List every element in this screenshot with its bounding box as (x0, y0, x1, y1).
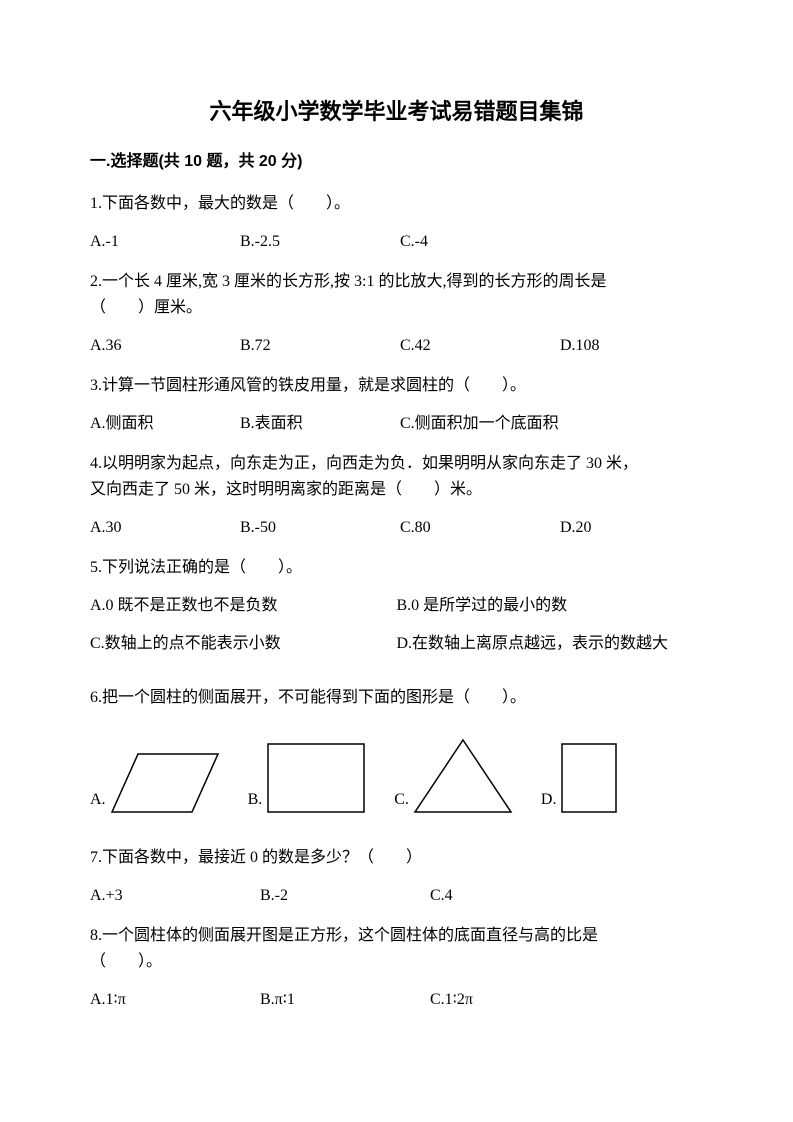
q7-opt-a: A.+3 (90, 884, 260, 908)
q2-opt-c: C.42 (400, 334, 560, 358)
q6-opt-b-label: B. (248, 788, 263, 814)
question-8: 8.一个圆柱体的侧面展开图是正方形，这个圆柱体的底面直径与高的比是 （ ）。 A… (90, 924, 703, 1012)
q5-opt-c: C.数轴上的点不能表示小数 (90, 632, 397, 656)
q1-options: A.-1 B.-2.5 C.-4 (90, 230, 703, 254)
q1-opt-a: A.-1 (90, 230, 240, 254)
q7-text: 7.下面各数中，最接近 0 的数是多少？（ ） (90, 846, 703, 870)
question-3: 3.计算一节圆柱形通风管的铁皮用量，就是求圆柱的（ ）。 A.侧面积 B.表面积… (90, 374, 703, 436)
q7-opt-b: B.-2 (260, 884, 430, 908)
q2-line2: （ ）厘米。 (90, 296, 703, 320)
q6-opt-a-label: A. (90, 788, 106, 814)
q3-opt-b: B.表面积 (240, 412, 400, 436)
q3-opt-a: A.侧面积 (90, 412, 240, 436)
q2-opt-a: A.36 (90, 334, 240, 358)
q3-text: 3.计算一节圆柱形通风管的铁皮用量，就是求圆柱的（ ）。 (90, 374, 703, 398)
question-4: 4.以明明家为起点，向东走为正，向西走为负．如果明明从家向东走了 30 米， 又… (90, 452, 703, 540)
q5-opt-b: B.0 是所学过的最小的数 (397, 594, 704, 618)
parallelogram-icon (110, 752, 220, 814)
q4-opt-c: C.80 (400, 516, 560, 540)
q5-text: 5.下列说法正确的是（ ）。 (90, 556, 703, 580)
q7-opt-c: C.4 (430, 884, 453, 908)
section-header: 一.选择题(共 10 题，共 20 分) (90, 150, 703, 174)
q6-shapes: A. B. C. D. (90, 738, 703, 814)
q5-opt-d: D.在数轴上离原点越远，表示的数越大 (397, 632, 704, 656)
q4-opt-d: D.20 (560, 516, 700, 540)
q4-line1: 4.以明明家为起点，向东走为正，向西走为负．如果明明从家向东走了 30 米， (90, 452, 703, 476)
q8-opt-b: B.π∶1 (260, 988, 430, 1012)
triangle-icon (413, 738, 513, 814)
q1-text: 1.下面各数中，最大的数是（ ）。 (90, 192, 703, 216)
q2-opt-b: B.72 (240, 334, 400, 358)
q8-line1: 8.一个圆柱体的侧面展开图是正方形，这个圆柱体的底面直径与高的比是 (90, 924, 703, 948)
q1-opt-b: B.-2.5 (240, 230, 400, 254)
q2-line1: 2.一个长 4 厘米,宽 3 厘米的长方形,按 3:1 的比放大,得到的长方形的… (90, 270, 703, 294)
square-icon (560, 742, 618, 814)
q2-options: A.36 B.72 C.42 D.108 (90, 334, 703, 358)
q6-opt-c-label: C. (394, 788, 409, 814)
q1-opt-c: C.-4 (400, 230, 560, 254)
q3-opt-c: C.侧面积加一个底面积 (400, 412, 560, 436)
q4-opt-a: A.30 (90, 516, 240, 540)
question-2: 2.一个长 4 厘米,宽 3 厘米的长方形,按 3:1 的比放大,得到的长方形的… (90, 270, 703, 358)
q5-opt-a: A.0 既不是正数也不是负数 (90, 594, 397, 618)
q8-opt-a: A.1∶π (90, 988, 260, 1012)
question-5: 5.下列说法正确的是（ ）。 A.0 既不是正数也不是负数 B.0 是所学过的最… (90, 556, 703, 670)
q3-options: A.侧面积 B.表面积 C.侧面积加一个底面积 (90, 412, 703, 436)
question-1: 1.下面各数中，最大的数是（ ）。 A.-1 B.-2.5 C.-4 (90, 192, 703, 254)
q8-opt-c: C.1∶2π (430, 988, 473, 1012)
question-6: 6.把一个圆柱的侧面展开，不可能得到下面的图形是（ ）。 A. B. C. D. (90, 686, 703, 814)
q4-options: A.30 B.-50 C.80 D.20 (90, 516, 703, 540)
q4-opt-b: B.-50 (240, 516, 400, 540)
rectangle-icon (266, 742, 366, 814)
question-7: 7.下面各数中，最接近 0 的数是多少？（ ） A.+3 B.-2 C.4 (90, 846, 703, 908)
q4-line2: 又向西走了 50 米，这时明明离家的距离是（ ）米。 (90, 478, 703, 502)
q7-options: A.+3 B.-2 C.4 (90, 884, 703, 908)
q2-opt-d: D.108 (560, 334, 700, 358)
q6-text: 6.把一个圆柱的侧面展开，不可能得到下面的图形是（ ）。 (90, 686, 703, 710)
q8-line2: （ ）。 (90, 950, 703, 974)
q5-options: A.0 既不是正数也不是负数 B.0 是所学过的最小的数 C.数轴上的点不能表示… (90, 594, 703, 670)
q6-opt-d-label: D. (541, 788, 557, 814)
page-title: 六年级小学数学毕业考试易错题目集锦 (90, 95, 703, 128)
q8-options: A.1∶π B.π∶1 C.1∶2π (90, 988, 703, 1012)
